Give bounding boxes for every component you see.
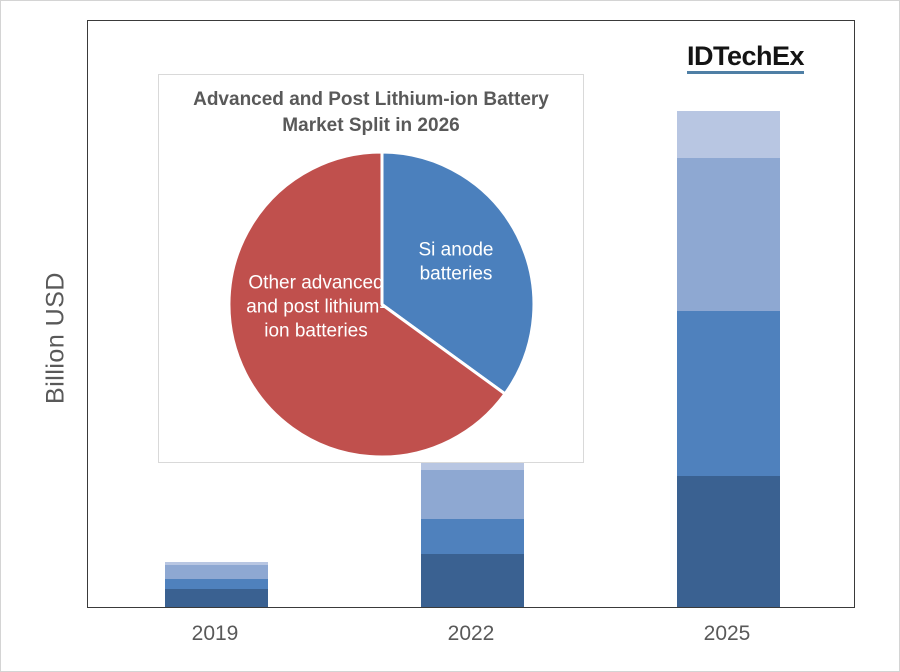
pie-slice-other-advanced	[227, 150, 507, 459]
y-axis-label: Billion USD	[41, 272, 70, 404]
pie-label-si-anode: Si anode batteries	[418, 239, 494, 284]
bar-2022-segment-dark-blue	[420, 554, 524, 607]
bar-2025-segment-medium-blue	[676, 310, 780, 476]
x-tick-label-2025: 2025	[703, 622, 751, 645]
bar-2022-segment-light-blue	[420, 470, 524, 520]
bar-2022-segment-pale-blue	[420, 463, 524, 471]
x-tick-label-2022: 2022	[447, 622, 495, 645]
bar-2022-segment-medium-blue	[420, 519, 524, 555]
x-axis-labels: 2019 2022 2025	[87, 622, 855, 652]
idtechex-logo: IDTechEx	[686, 43, 805, 74]
pie-chart	[227, 150, 536, 459]
bar-2025-segment-light-blue	[676, 158, 780, 311]
bar-2022	[420, 21, 524, 607]
pie-title-line1: Advanced and Post Lithium-ion Battery	[193, 89, 549, 110]
pie-slice-si-anode	[380, 150, 536, 396]
bar-2019	[164, 21, 268, 607]
bar-2019-segment-dark-blue	[164, 588, 268, 607]
pie-label-other-advanced: Other advanced and post lithium-ion batt…	[246, 272, 386, 341]
bar-2025	[676, 21, 780, 607]
bar-2025-segment-dark-blue	[676, 475, 780, 607]
bar-2019-segment-medium-blue	[164, 578, 268, 589]
bar-2025-segment-pale-blue	[676, 111, 780, 159]
pie-title: Advanced and Post Lithium-ion Battery Ma…	[159, 87, 583, 138]
bar-2019-segment-light-blue	[164, 564, 268, 579]
pie-inset-panel: Advanced and Post Lithium-ion Battery Ma…	[158, 74, 584, 463]
pie-title-line2: Market Split in 2026	[282, 114, 460, 136]
x-tick-label-2019: 2019	[191, 622, 239, 645]
bar-plot-area	[87, 20, 855, 608]
bar-2019-segment-pale-blue	[164, 562, 268, 565]
